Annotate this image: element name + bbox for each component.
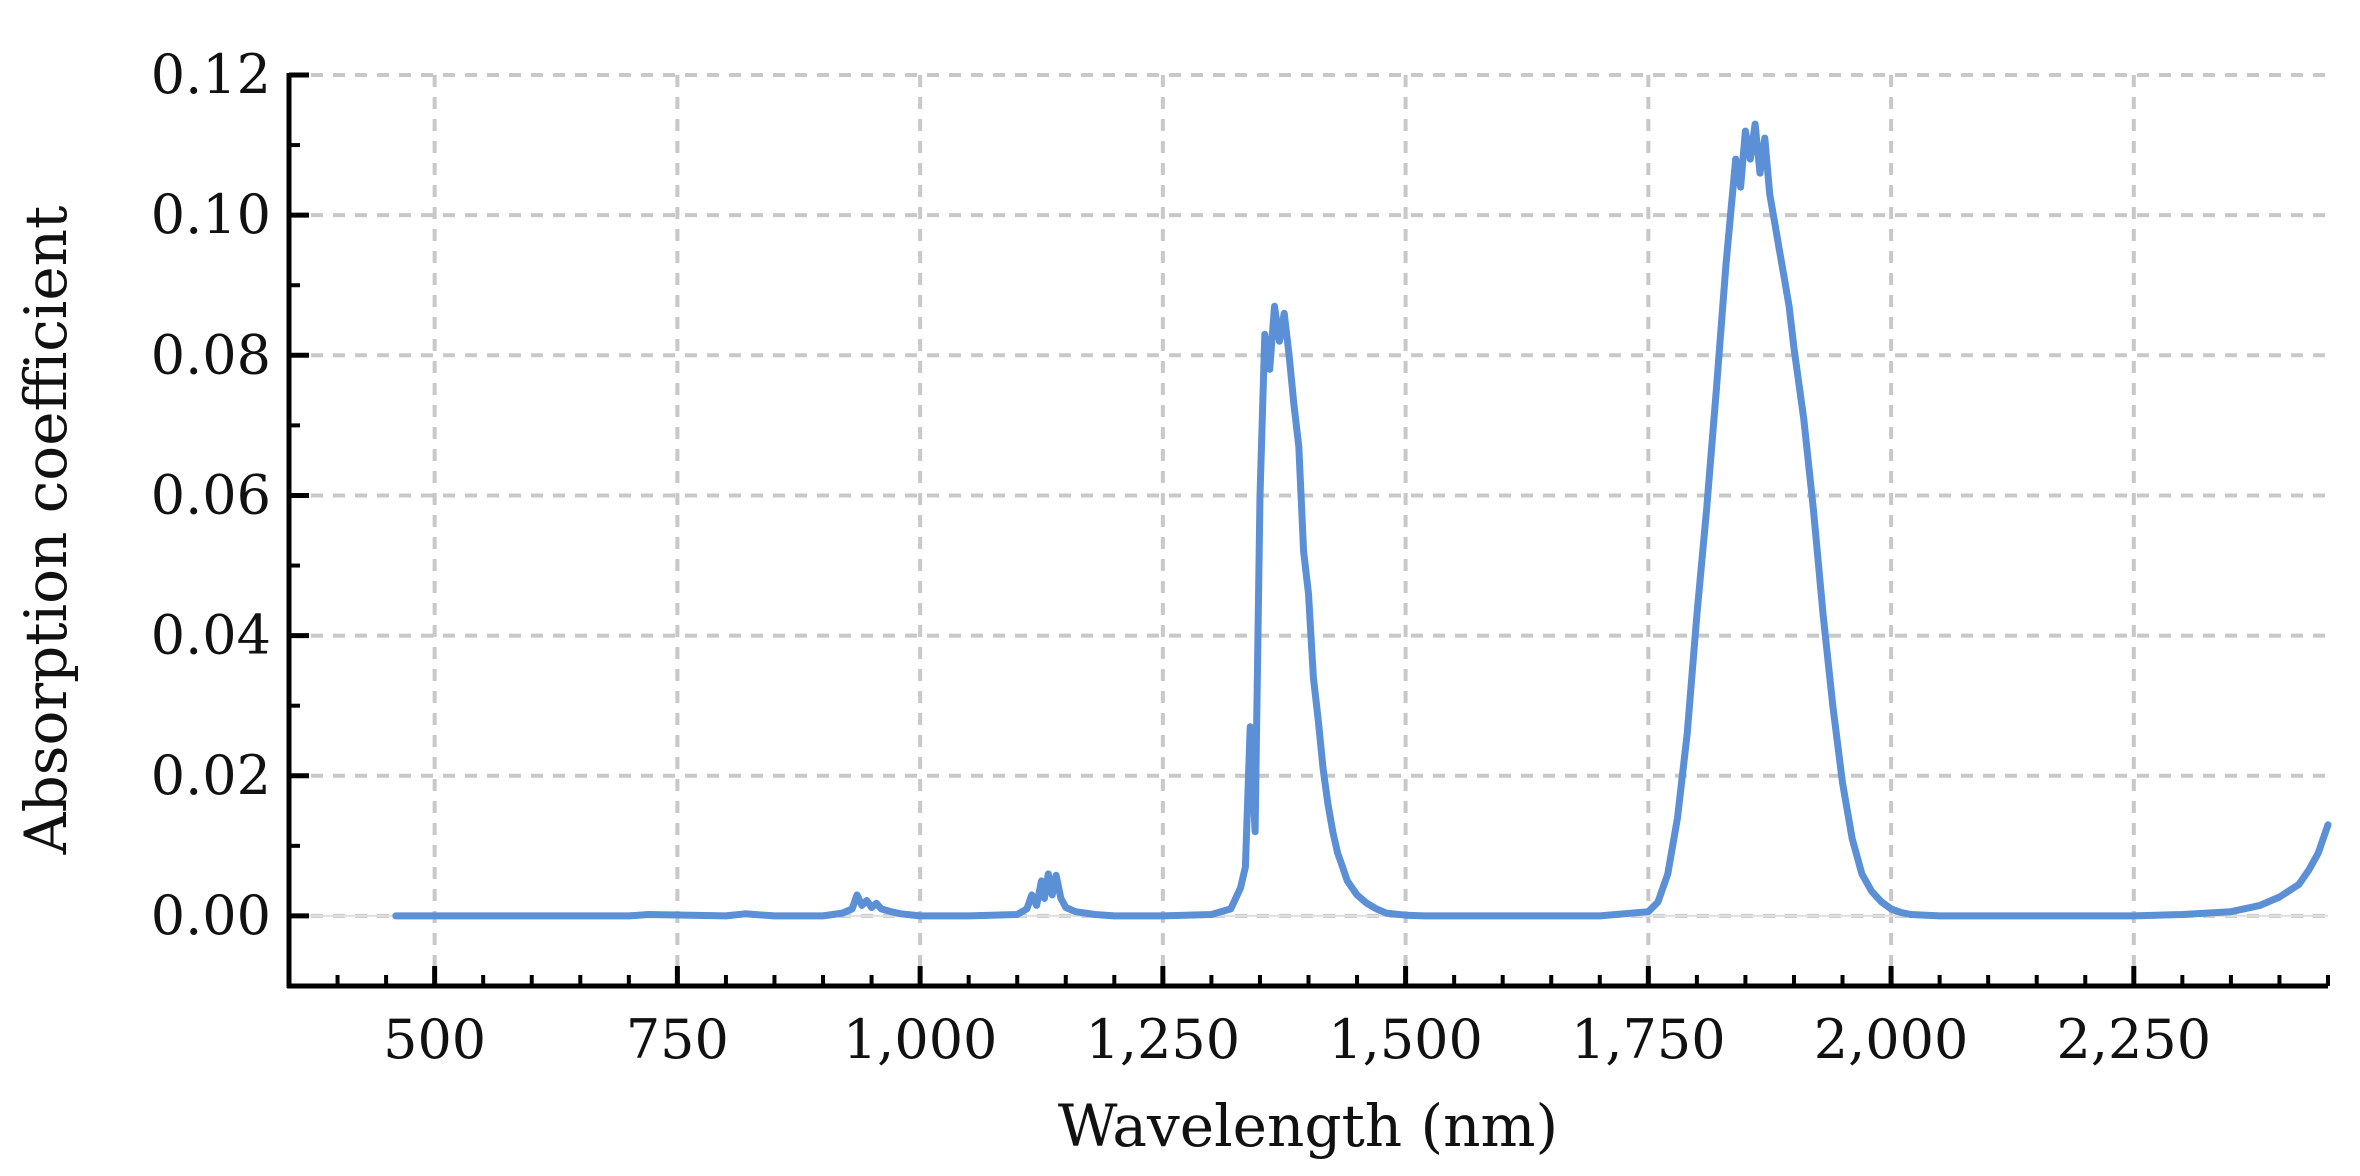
- x-tick-label-1: 750: [626, 1008, 729, 1071]
- y-tick-label-2: 0.04: [151, 604, 271, 667]
- tick-labels: 0.00 0.02 0.04 0.06 0.08 0.10 0.12 500 750 1,000 1…: [151, 43, 2211, 1071]
- x-tick-label-0: 500: [383, 1008, 486, 1071]
- y-tick-label-6: 0.12: [151, 43, 271, 106]
- x-tick-label-3: 1,250: [1086, 1008, 1241, 1071]
- ticks: [289, 72, 2330, 988]
- x-tick-label-2: 1,000: [843, 1008, 998, 1071]
- x-tick-label-5: 1,750: [1571, 1008, 1726, 1071]
- grid: [289, 73, 2328, 986]
- x-tick-label-6: 2,000: [1814, 1008, 1969, 1071]
- y-tick-label-1: 0.02: [151, 744, 271, 807]
- x-tick-label-7: 2,250: [2057, 1008, 2212, 1071]
- y-tick-label-3: 0.06: [151, 463, 271, 526]
- series-layer: [392, 120, 2332, 920]
- series-line-0: [392, 120, 2332, 920]
- x-axis-title: Wavelength (nm): [1058, 1092, 1558, 1160]
- y-axis-title: Absorption coefficient: [12, 206, 80, 856]
- y-tick-label-4: 0.08: [151, 323, 271, 386]
- y-tick-label-0: 0.00: [151, 884, 271, 947]
- x-tick-label-4: 1,500: [1328, 1008, 1483, 1071]
- y-tick-label-5: 0.10: [151, 183, 271, 246]
- axes: [286, 73, 2328, 989]
